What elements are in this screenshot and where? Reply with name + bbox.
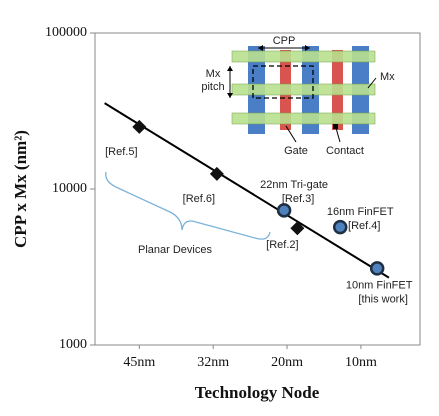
y-axis-title: CPP x Mx (nm²) — [11, 130, 30, 248]
point — [276, 203, 292, 218]
x-tick-label: 45nm — [123, 355, 155, 370]
point-label: [Ref.2] — [266, 239, 298, 251]
point-label: [Ref.5] — [105, 146, 137, 158]
point-label: 22nm Tri-gate — [260, 179, 328, 191]
point — [290, 221, 305, 236]
point — [369, 261, 385, 276]
gate-pointer — [285, 125, 297, 143]
x-axis-title: Technology Node — [195, 383, 320, 402]
y-tick-label: 10000 — [52, 181, 87, 196]
inset-label: Mx — [380, 71, 395, 83]
inset-label: Contact — [326, 145, 364, 157]
x-tick-label: 32nm — [197, 355, 229, 370]
annotation: Planar Devices — [138, 244, 212, 256]
metal-line — [231, 112, 376, 125]
inset-diagram: CPP Mx pitch Mx Gate Contact — [201, 35, 395, 157]
point-label: 16nm FinFET — [327, 206, 394, 218]
point-label: [Ref.4] — [348, 220, 380, 232]
point — [132, 119, 147, 134]
contact-pointer — [335, 127, 341, 143]
y-tick-label: 100000 — [45, 25, 87, 40]
point — [209, 166, 224, 181]
unit-cell — [252, 65, 314, 99]
point-label: [Ref.6] — [183, 193, 215, 205]
metal-line — [231, 83, 376, 96]
point-label: [this work] — [358, 293, 408, 305]
inset-label: Mx — [206, 68, 221, 80]
mx-pointer — [367, 77, 377, 89]
inset-label: pitch — [201, 81, 224, 93]
brace — [105, 171, 271, 240]
contact — [333, 124, 338, 129]
y-tick-label: 1000 — [59, 337, 87, 352]
inset-label: CPP — [273, 35, 296, 47]
point-label: 10nm FinFET — [346, 279, 413, 291]
metal-line — [231, 50, 376, 63]
x-tick-label: 20nm — [271, 355, 303, 370]
inset-label: Gate — [284, 145, 308, 157]
point — [332, 219, 348, 235]
trend-line — [104, 102, 390, 279]
point-label: [Ref.3] — [282, 193, 314, 205]
x-tick-label: 10nm — [345, 355, 377, 370]
